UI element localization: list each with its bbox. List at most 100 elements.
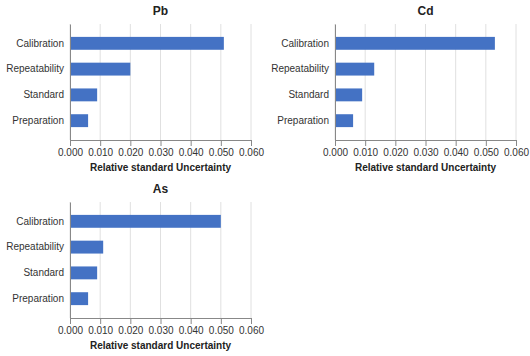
title: Pb [153, 4, 168, 18]
tick: 0.060 [504, 140, 529, 158]
tick: 0.000 [323, 140, 348, 158]
axis-title: Relative standard Uncertainty [90, 340, 232, 351]
tick-label: Preparation [277, 115, 329, 126]
grid-line [70, 24, 71, 140]
axis-title: Relative standard Uncertainty [355, 162, 497, 173]
tick: 0.060 [239, 318, 264, 336]
grid-line [251, 202, 252, 318]
tick-label: 0.040 [179, 325, 204, 336]
tick-label: Preparation [12, 115, 64, 126]
tick-label: 0.060 [239, 147, 264, 158]
x-axis: 0.000 0.010 0.020 0.030 0.040 0.050 0.060 [58, 140, 264, 158]
tick-label: Standard [23, 89, 64, 100]
y-axis: CalibrationRepeatabilityStandardPreparat… [6, 25, 70, 141]
tick-mark [456, 140, 457, 146]
grid [335, 24, 516, 140]
grid-line [251, 24, 252, 140]
tick: 0.030 [413, 140, 438, 158]
tick: 0.050 [474, 140, 499, 158]
tick: 0.010 [353, 140, 378, 158]
tick: 0.010 [88, 318, 113, 336]
tick: Standard [23, 267, 64, 278]
tick-mark [100, 318, 101, 324]
tick-mark [191, 140, 192, 146]
tick: Repeatability [271, 63, 329, 74]
tick: Standard [23, 89, 64, 100]
tick-mark [191, 318, 192, 324]
tick: 0.020 [118, 318, 143, 336]
tick: 0.030 [148, 318, 173, 336]
y-axis: CalibrationRepeatabilityStandardPreparat… [271, 25, 335, 141]
tick-label: 0.050 [209, 147, 234, 158]
bar [70, 63, 130, 76]
tick-label: 0.010 [88, 147, 113, 158]
tick-mark [335, 140, 336, 146]
panel: 0.0000.0100.0200.0300.0400.0500.060Calib… [271, 4, 529, 173]
tick-mark [395, 140, 396, 146]
tick: Preparation [277, 115, 329, 126]
tick: Standard [288, 89, 329, 100]
tick-label: 0.060 [504, 147, 529, 158]
axis-line [335, 25, 336, 141]
tick: Preparation [12, 115, 64, 126]
tick-label: Standard [23, 267, 64, 278]
tick-label: 0.030 [148, 147, 173, 158]
bar [335, 114, 353, 127]
tick-mark [130, 318, 131, 324]
tick-mark [70, 318, 71, 324]
tick-mark [161, 140, 162, 146]
title: As [153, 182, 169, 196]
y-axis: Calibration Repeatability Standard Preparat… [6, 203, 70, 319]
tick-label: Repeatability [271, 63, 329, 74]
bar [70, 37, 224, 50]
tick-label: Calibration [16, 216, 64, 227]
tick-label: Repeatability [6, 241, 64, 252]
tick-label: 0.030 [413, 147, 438, 158]
tick-label: 0.060 [239, 325, 264, 336]
tick-mark [426, 140, 427, 146]
bar [70, 241, 103, 254]
tick-label: 0.040 [444, 147, 469, 158]
tick-label: Preparation [12, 293, 64, 304]
panel: 0.000 0.010 0.020 0.030 0.040 0.050 0.060 Calib… [6, 4, 264, 173]
bar [70, 215, 221, 228]
x-axis: 0.000 0.010 0.020 0.030 0.040 0.050 0.060 [58, 318, 264, 336]
axis-line [70, 203, 71, 319]
bar [335, 88, 362, 101]
axis-line [70, 25, 71, 141]
tick-mark [130, 140, 131, 146]
tick: 0.010 [88, 140, 113, 158]
tick-label: 0.030 [148, 325, 173, 336]
tick: 0.050 [209, 140, 234, 158]
tick: 0.040 [179, 140, 204, 158]
panel: 0.000 0.010 0.020 0.030 0.040 0.050 0.060 Calib… [6, 182, 264, 351]
bars [70, 215, 221, 305]
tick: Calibration [16, 216, 64, 227]
tick-label: 0.040 [179, 147, 204, 158]
grid [70, 24, 251, 140]
tick: 0.000 [58, 318, 83, 336]
tick: Preparation [12, 293, 64, 304]
tick: 0.000 [58, 140, 83, 158]
tick-label: 0.000 [323, 147, 348, 158]
tick: 0.050 [209, 318, 234, 336]
tick-label: 0.050 [474, 147, 499, 158]
tick-mark [100, 140, 101, 146]
tick: 0.040 [179, 318, 204, 336]
bar [70, 292, 88, 305]
grid [70, 202, 251, 318]
tick-label: 0.000 [58, 325, 83, 336]
grid-line [516, 24, 517, 140]
grid-line [70, 202, 71, 318]
tick-mark [221, 318, 222, 324]
tick-label: 0.050 [209, 325, 234, 336]
bars [335, 37, 495, 127]
tick: 0.020 [118, 140, 143, 158]
tick-mark [161, 318, 162, 324]
tick: 0.040 [444, 140, 469, 158]
grid-line [335, 24, 336, 140]
tick-mark [251, 140, 252, 146]
tick-mark [486, 140, 487, 146]
tick-label: 0.000 [58, 147, 83, 158]
x-axis: 0.0000.0100.0200.0300.0400.0500.060 [323, 140, 529, 158]
